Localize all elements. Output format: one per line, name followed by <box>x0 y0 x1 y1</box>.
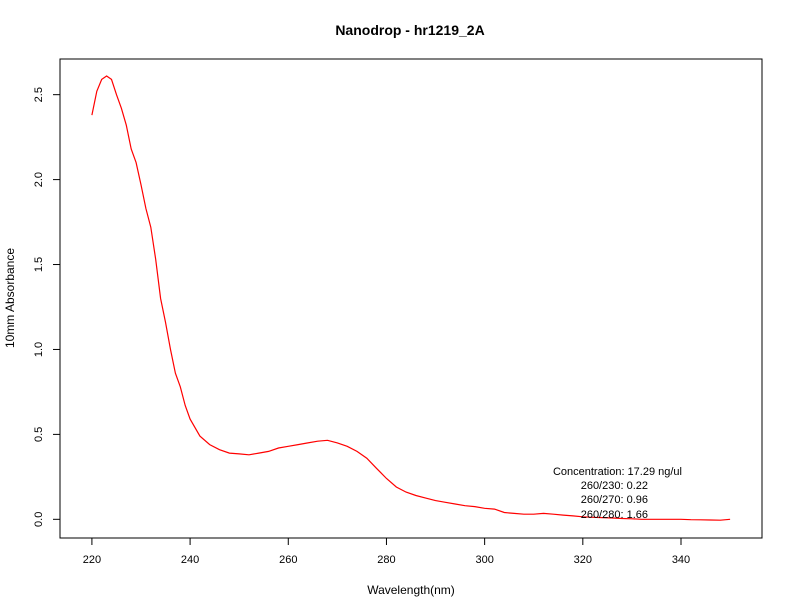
annotation-260-280: 260/280: 1.66 <box>581 509 648 521</box>
annotation-block: Concentration: 17.29 ng/ul 260/230: 0.22… <box>553 466 682 521</box>
y-tick-label: 0.5 <box>33 427 45 442</box>
x-tick-label: 340 <box>672 554 690 566</box>
series-layer <box>91 75 731 521</box>
absorbance-series-line <box>91 75 731 521</box>
y-tick-label: 2.5 <box>33 87 45 102</box>
y-tick-label: 0.0 <box>33 512 45 527</box>
y-tick-label: 1.0 <box>33 342 45 357</box>
x-tick-label: 300 <box>475 554 493 566</box>
x-tick-label: 260 <box>279 554 297 566</box>
x-tick-label: 320 <box>574 554 592 566</box>
annotation-260-270: 260/270: 0.96 <box>581 494 648 506</box>
y-tick-label: 2.0 <box>33 172 45 187</box>
annotation-concentration: Concentration: 17.29 ng/ul <box>553 466 682 478</box>
x-tick-label: 240 <box>181 554 199 566</box>
y-tick-label: 1.5 <box>33 257 45 272</box>
annotation-260-230: 260/230: 0.22 <box>581 480 648 492</box>
x-axis-label: Wavelength(nm) <box>367 583 455 597</box>
chart-title: Nanodrop - hr1219_2A <box>335 22 484 38</box>
y-axis-label: 10mm Absorbance <box>3 248 17 348</box>
y-axis: 0.0 0.5 1.0 1.5 2.0 2.5 <box>33 87 61 527</box>
x-tick-label: 280 <box>377 554 395 566</box>
x-axis: 220 240 260 280 300 320 340 <box>83 537 690 566</box>
x-tick-label: 220 <box>83 554 101 566</box>
